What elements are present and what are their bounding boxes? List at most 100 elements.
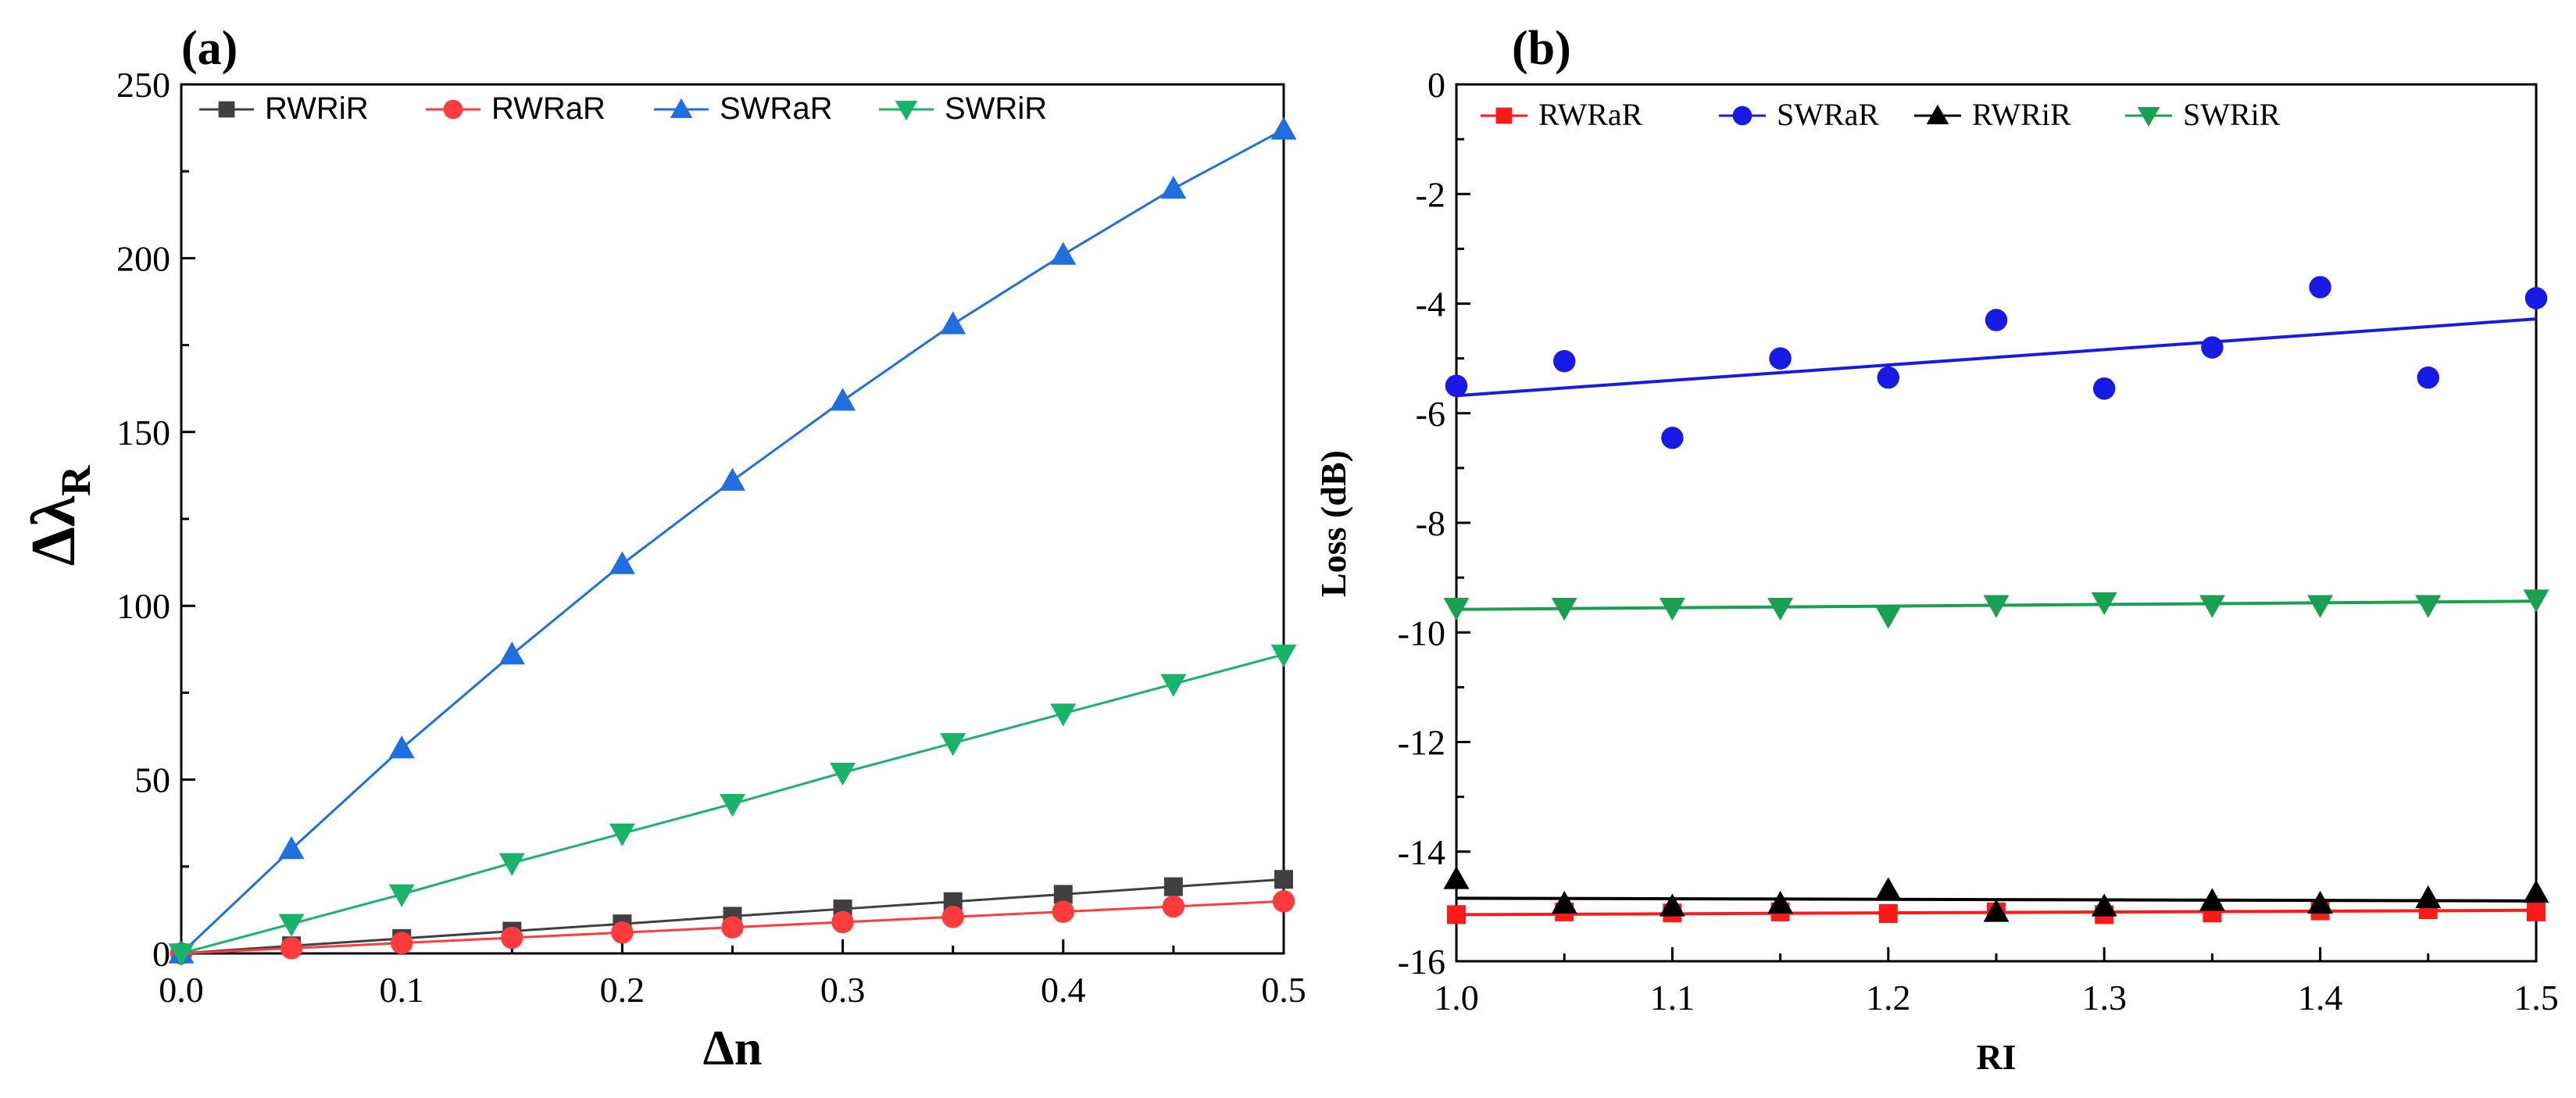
y-axis-label-sub-a: R	[52, 465, 99, 496]
point-SWRiR	[168, 943, 195, 967]
point-SWRiR	[1983, 595, 2010, 618]
point-RWRaR	[501, 926, 523, 950]
y-tick-label: -6	[1416, 394, 1445, 434]
legend-b: RWRaR SWRaR RWRiR SWRiR	[1481, 97, 2281, 132]
point-SWRaR	[1160, 175, 1187, 199]
point-RWRiR	[2091, 893, 2117, 917]
point-SWRaR	[1050, 241, 1077, 265]
point-SWRiR	[388, 884, 415, 907]
legend-label: RWRaR	[1538, 97, 1643, 132]
legend-item-RWRiR: RWRiR	[1914, 97, 2071, 132]
series-RWRaR	[170, 890, 1295, 965]
x-axis-label-a: Δn	[703, 1020, 763, 1075]
legend-item-RWRaR: RWRaR	[1481, 97, 1643, 132]
point-SWRaR	[1552, 349, 1576, 373]
point-RWRaR	[280, 937, 303, 960]
legend-item-SWRiR: SWRiR	[879, 91, 1047, 126]
y-tick-label: -2	[1416, 174, 1445, 214]
legend-a: RWRiR RWRaR SWRaR SWRiR	[199, 91, 1047, 126]
legend-marker	[670, 98, 693, 119]
point-SWRaR	[940, 311, 966, 334]
ticks-b: 1.0 1.1 1.2 1.3 1.4 1.5 0 -2 -4 -6 -8 -10 -12 -14 -16	[1398, 65, 2559, 1018]
x-tick-label: 0.2	[600, 970, 645, 1010]
x-tick-label: 1.3	[2081, 978, 2127, 1018]
point-SWRiR	[278, 914, 305, 937]
y-tick-label: -12	[1398, 723, 1445, 763]
x-tick-label: 1.5	[2513, 978, 2559, 1018]
point-SWRiR	[1050, 703, 1077, 727]
legend-marker	[1926, 104, 1949, 125]
point-RWRaR	[1447, 905, 1466, 925]
point-RWRaR	[831, 910, 854, 934]
point-RWRiR	[2307, 890, 2334, 914]
legend-marker	[1732, 106, 1752, 126]
point-SWRiR	[1160, 674, 1187, 697]
series-a	[168, 116, 1297, 967]
panel-b: 1.0 1.1 1.2 1.3 1.4 1.50-2-4-6-8-10-12-14-16 …	[1313, 22, 2559, 1077]
series-SWRaR	[1445, 276, 2548, 449]
point-RWRiR	[2415, 885, 2442, 909]
point-SWRiR	[2307, 595, 2334, 618]
plot-frame-a	[180, 83, 1285, 955]
point-SWRiR	[1875, 606, 1902, 629]
point-SWRaR	[1270, 116, 1297, 140]
y-axis-label-a: ΔλR	[20, 465, 99, 566]
point-RWRaR	[1878, 903, 1898, 923]
y-tick-label: 50	[134, 760, 170, 800]
point-RWRiR	[1163, 877, 1183, 896]
point-SWRaR	[1445, 374, 1468, 397]
point-RWRiR	[1875, 877, 1902, 900]
point-RWRiR	[1767, 890, 1794, 914]
y-tick-label: -4	[1416, 284, 1445, 324]
y-axis-label-b: Loss (dB)	[1313, 450, 1353, 597]
line-SWRaR	[180, 128, 1284, 955]
point-SWRiR	[830, 762, 856, 786]
point-RWRaR	[1162, 895, 1185, 918]
x-tick-label: 0.3	[820, 970, 866, 1010]
legend-label: RWRiR	[265, 91, 369, 126]
point-RWRaR	[390, 932, 413, 954]
plot-frame-b	[1455, 83, 2538, 963]
x-tick-label: 1.1	[1650, 978, 1695, 1018]
y-axis-label-main-a: Δλ	[20, 495, 88, 566]
legend-item-SWRaR: SWRaR	[1719, 97, 1879, 132]
panel-label-b: (b)	[1512, 22, 1571, 75]
y-tick-label: -10	[1398, 613, 1445, 653]
legend-label: SWRiR	[2183, 97, 2281, 132]
panel-label-a: (a)	[181, 22, 238, 75]
point-SWRiR	[1551, 597, 1577, 621]
point-RWRiR	[1983, 899, 2010, 922]
point-RWRiR	[1443, 866, 1470, 889]
point-SWRaR	[2309, 276, 2331, 299]
x-axis-label-b: RI	[1976, 1037, 2016, 1077]
x-tick-label: 1.2	[1866, 978, 1911, 1018]
legend-label: SWRaR	[1777, 97, 1879, 132]
y-tick-label: 0	[1427, 65, 1445, 105]
point-SWRiR	[1443, 597, 1470, 621]
legend-label: RWRiR	[1972, 97, 2071, 132]
y-tick-label: -16	[1398, 942, 1445, 982]
series-SWRaR	[168, 116, 1297, 964]
y-tick-label: 250	[116, 65, 170, 105]
x-tick-label: 1.0	[1434, 978, 1479, 1018]
point-RWRaR	[1052, 900, 1075, 923]
point-RWRaR	[721, 916, 744, 939]
x-tick-label: 0.0	[159, 970, 204, 1010]
y-tick-label: 200	[116, 238, 170, 278]
legend-item-SWRaR: SWRaR	[654, 91, 832, 126]
y-tick-label: -8	[1416, 503, 1445, 543]
point-SWRaR	[720, 467, 745, 491]
point-SWRiR	[720, 793, 745, 817]
point-SWRaR	[2417, 366, 2440, 389]
x-tick-label: 0.4	[1041, 970, 1086, 1010]
fit-line-SWRaR	[1456, 317, 2537, 398]
point-RWRiR	[2199, 888, 2225, 911]
legend-item-RWRiR: RWRiR	[199, 91, 369, 126]
y-tick-label: -14	[1398, 832, 1445, 872]
point-RWRaR	[941, 906, 964, 928]
legend-label: SWRiR	[945, 91, 1047, 126]
point-SWRaR	[388, 735, 415, 759]
point-SWRiR	[1270, 644, 1297, 667]
